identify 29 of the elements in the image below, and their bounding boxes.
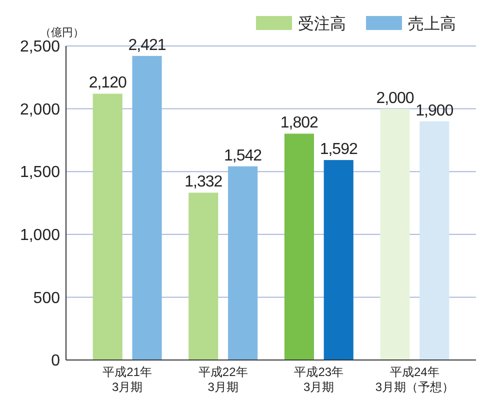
data-label: 1,542 [224, 147, 262, 164]
y-tick-label: 2,000 [20, 101, 60, 118]
x-tick-label: 平成23年 3月期 [294, 365, 344, 394]
bar [92, 94, 122, 360]
bar [380, 108, 410, 360]
data-label: 2,421 [128, 36, 166, 54]
legend-label: 受注高 [298, 15, 346, 33]
data-label: 1,592 [320, 141, 358, 158]
y-tick-label: 2,500 [20, 38, 60, 56]
y-tick-label: 0 [51, 352, 60, 370]
bar [188, 192, 218, 360]
data-label: 1,332 [184, 174, 223, 191]
data-label: 2,120 [88, 74, 127, 92]
data-label: 1,900 [416, 102, 454, 120]
bar [324, 160, 354, 360]
x-tick-label: 平成22年 3月期 [198, 365, 248, 394]
bar [420, 121, 450, 360]
data-label: 2,000 [376, 90, 414, 107]
legend-label: 売上高 [408, 15, 456, 33]
x-tick-label: 平成24年 3月期（予想） [375, 365, 454, 394]
y-tick-label: 1,000 [20, 227, 60, 244]
y-tick-label: 1,500 [20, 164, 60, 182]
x-tick-label: 平成21年 3月期 [102, 365, 152, 394]
bar [228, 166, 258, 360]
data-label: 1,802 [280, 114, 319, 132]
y-axis-title: （億円） [40, 26, 84, 39]
bar [132, 56, 162, 360]
bar [284, 134, 314, 360]
y-tick-label: 500 [33, 290, 60, 307]
